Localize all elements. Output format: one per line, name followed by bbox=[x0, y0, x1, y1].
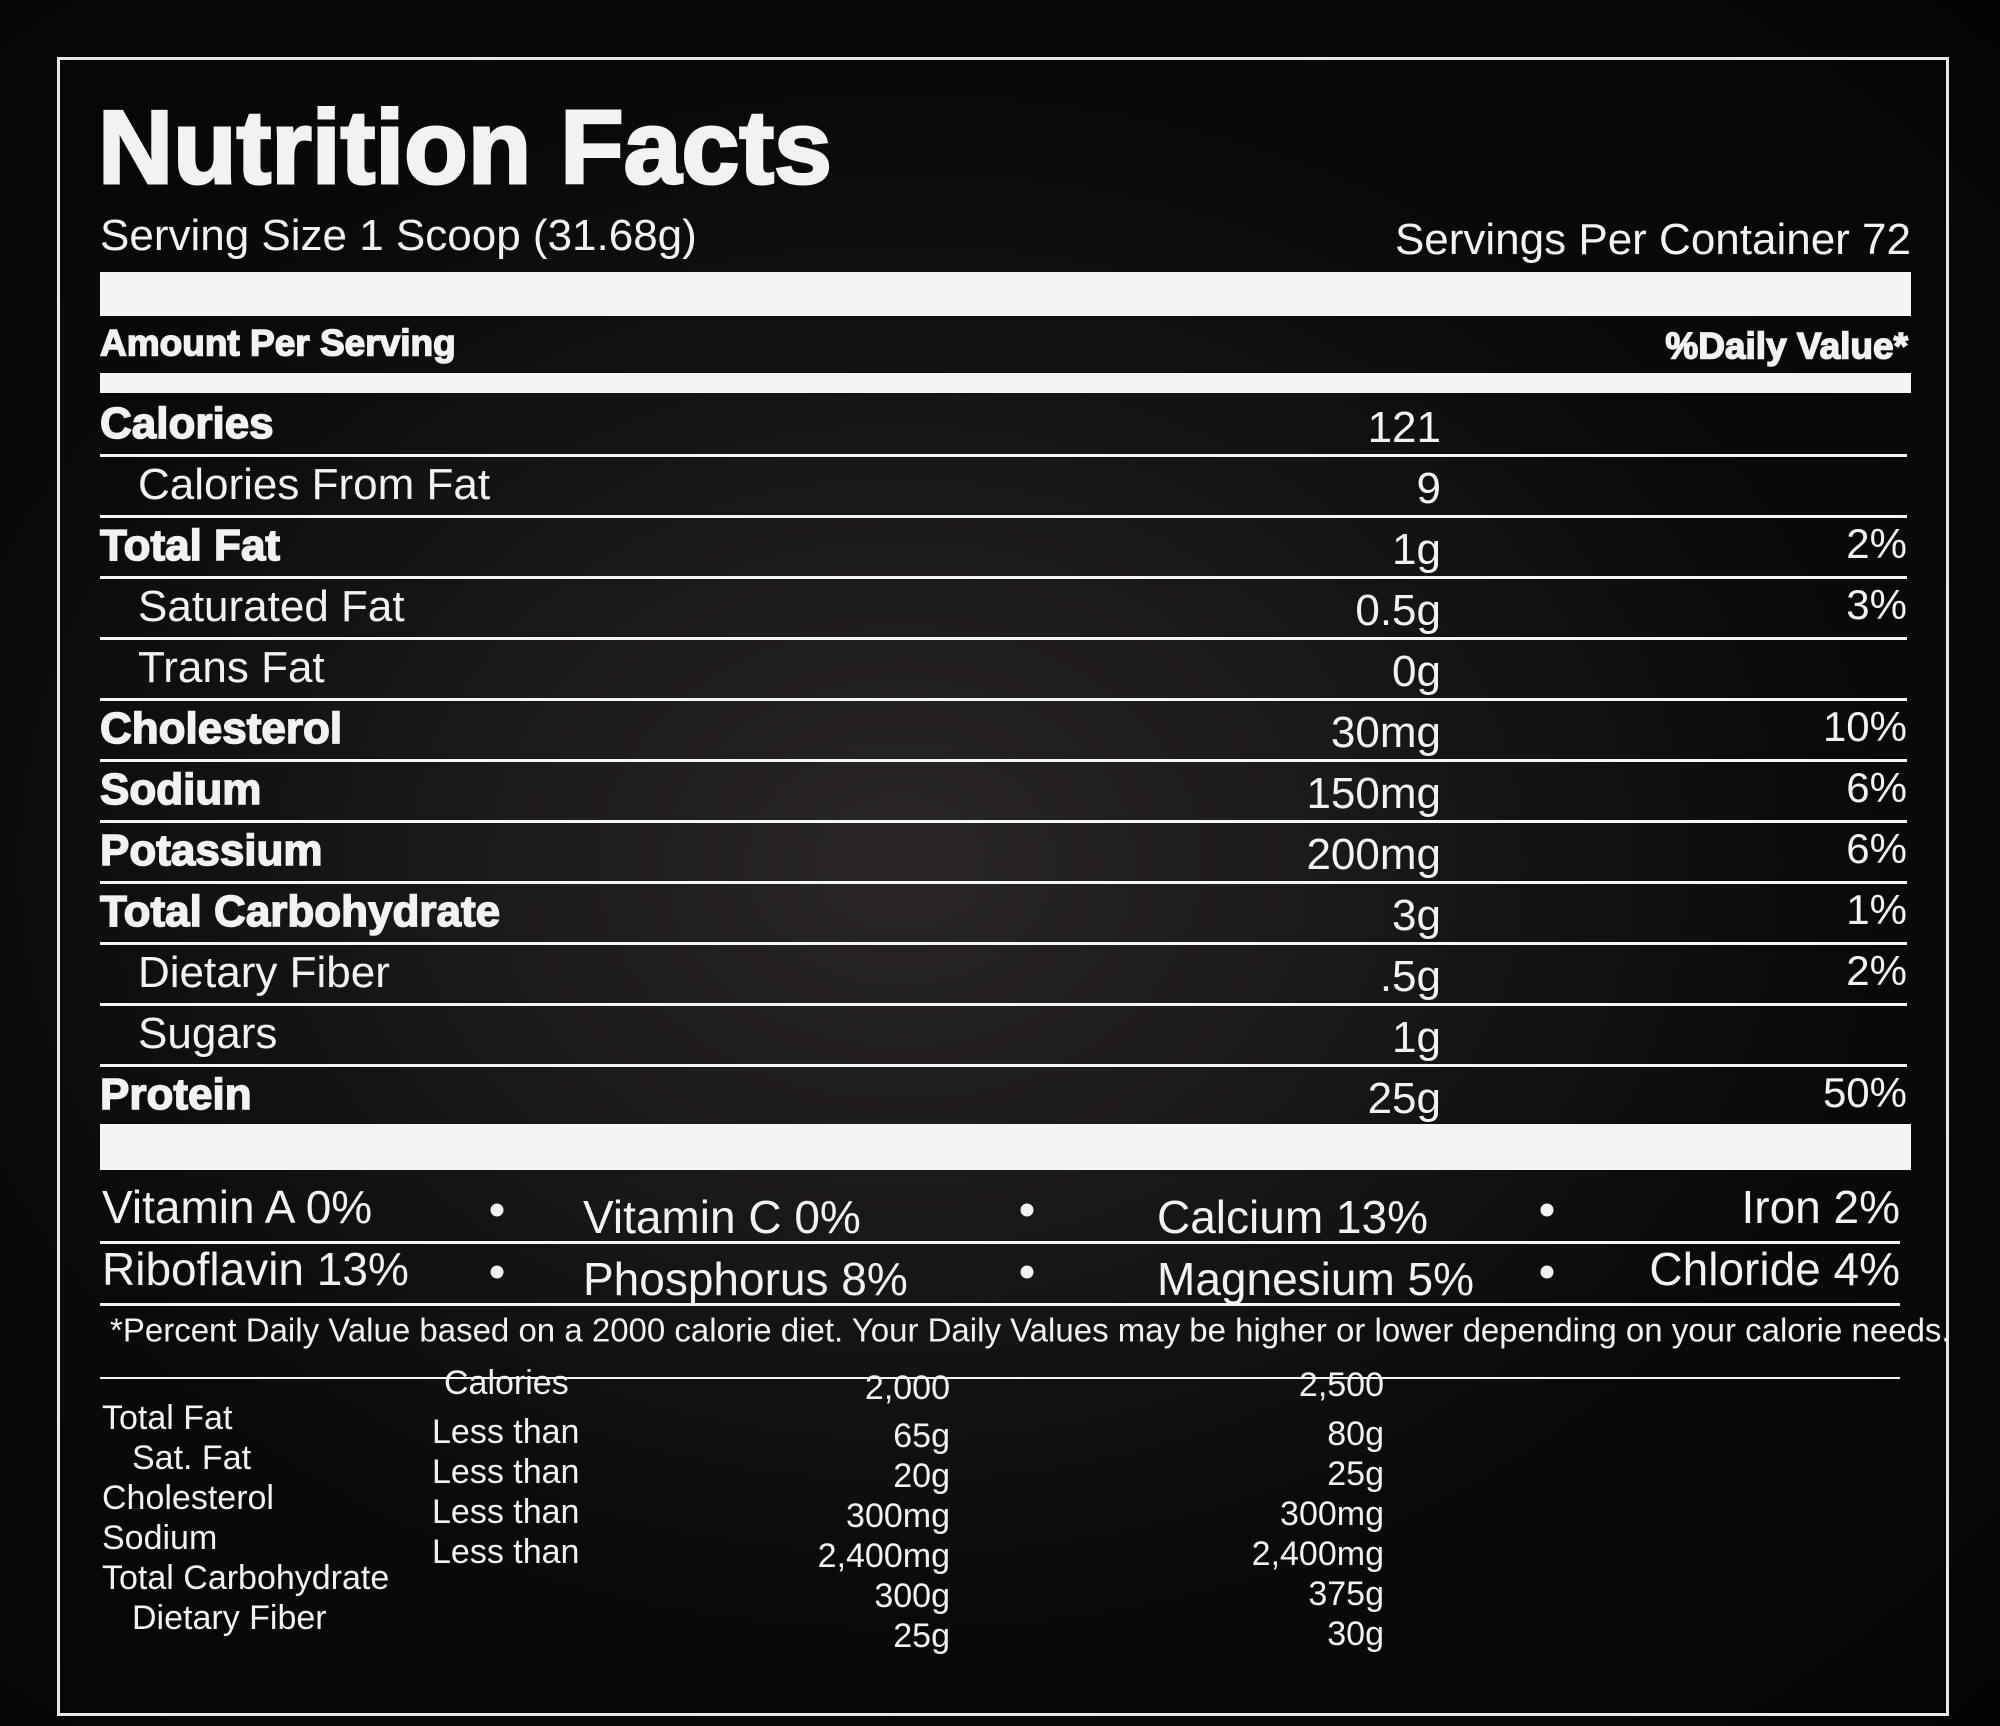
ref-limit: Less than bbox=[432, 1533, 580, 1571]
vitamin: Magnesium 5% bbox=[1157, 1253, 1475, 1305]
vitamin: Riboflavin 13% bbox=[102, 1243, 409, 1295]
ref-limit: Less than bbox=[432, 1493, 580, 1531]
vitamin: Phosphorus 8% bbox=[583, 1253, 908, 1305]
rule bbox=[100, 1377, 1900, 1379]
ref-limit: Less than bbox=[432, 1413, 580, 1451]
vitamin: Vitamin A 0% bbox=[102, 1181, 373, 1233]
bullet bbox=[1020, 1203, 1034, 1217]
nutrient-sub-label: Saturated Fat bbox=[138, 582, 405, 631]
amount: 30mg bbox=[1330, 708, 1441, 757]
bullet bbox=[1020, 1265, 1034, 1279]
daily-value: 50% bbox=[1822, 1069, 1907, 1116]
ref-2000: 20g bbox=[893, 1457, 950, 1495]
ref-2000: 65g bbox=[893, 1417, 950, 1455]
vitamin: Chloride 4% bbox=[1649, 1243, 1900, 1295]
rule bbox=[100, 515, 1907, 518]
nutrient-sub-label: Calories From Fat bbox=[138, 460, 491, 509]
vitamin: Calcium 13% bbox=[1157, 1191, 1428, 1243]
ref-label: Dietary Fiber bbox=[132, 1599, 327, 1637]
ref-2500: 25g bbox=[1327, 1455, 1384, 1493]
daily-value-header: %Daily Value* bbox=[1665, 325, 1909, 367]
rule bbox=[100, 1241, 1900, 1244]
rule bbox=[100, 1064, 1907, 1067]
ref-2500: 30g bbox=[1327, 1615, 1384, 1653]
nutrient-label: Cholesterol bbox=[99, 704, 343, 753]
rule bbox=[100, 820, 1907, 823]
daily-value: 1% bbox=[1846, 886, 1907, 933]
nutrient-label: Protein bbox=[99, 1070, 252, 1119]
nutrient-label: Total Fat bbox=[99, 521, 281, 570]
rule bbox=[100, 272, 1911, 316]
bullet bbox=[490, 1203, 504, 1217]
ref-2500: 375g bbox=[1308, 1575, 1384, 1613]
ref-label: Total Fat bbox=[102, 1399, 233, 1437]
amount: 25g bbox=[1367, 1074, 1441, 1123]
rule bbox=[100, 454, 1907, 457]
rule bbox=[100, 881, 1907, 884]
rule bbox=[100, 373, 1911, 393]
amount: .5g bbox=[1379, 952, 1441, 1001]
bullet bbox=[1540, 1265, 1554, 1279]
nutrient-label: Sodium bbox=[99, 765, 262, 814]
ref-2000: 2,400mg bbox=[817, 1537, 950, 1575]
ref-header: 2,500 bbox=[1298, 1366, 1384, 1404]
ref-2000: 300g bbox=[874, 1577, 950, 1615]
footnote: *Percent Daily Value based on a 2000 cal… bbox=[110, 1311, 1951, 1349]
ref-limit: Less than bbox=[432, 1453, 580, 1491]
vitamin: Vitamin C 0% bbox=[583, 1191, 861, 1243]
ref-header: 2,000 bbox=[864, 1369, 950, 1407]
bullet bbox=[1540, 1203, 1554, 1217]
amount: 0.5g bbox=[1355, 586, 1441, 635]
ref-2500: 2,400mg bbox=[1251, 1535, 1384, 1573]
amount: 0g bbox=[1392, 647, 1441, 696]
daily-value: 2% bbox=[1846, 947, 1907, 994]
amount: 3g bbox=[1392, 891, 1441, 940]
amount: 1g bbox=[1392, 525, 1441, 574]
rule bbox=[100, 698, 1907, 701]
ref-2000: 25g bbox=[893, 1617, 950, 1655]
ref-label: Total Carbohydrate bbox=[102, 1559, 390, 1597]
bullet bbox=[490, 1265, 504, 1279]
amount: 9 bbox=[1416, 464, 1441, 513]
nutrient-sub-label: Trans Fat bbox=[138, 643, 325, 692]
rule bbox=[100, 1003, 1907, 1006]
amount: 1g bbox=[1392, 1013, 1441, 1062]
ref-header: Calories bbox=[444, 1364, 569, 1402]
rule bbox=[100, 637, 1907, 640]
ref-label: Sodium bbox=[102, 1519, 218, 1557]
ref-label: Cholesterol bbox=[102, 1479, 274, 1517]
daily-value: 6% bbox=[1846, 825, 1907, 872]
daily-value: 3% bbox=[1846, 581, 1907, 628]
nutrient-label: Total Carbohydrate bbox=[99, 887, 501, 936]
rule bbox=[100, 1124, 1911, 1170]
daily-value: 6% bbox=[1846, 764, 1907, 811]
rule bbox=[100, 576, 1907, 579]
rule bbox=[100, 942, 1907, 945]
nutrient-sub-label: Dietary Fiber bbox=[138, 948, 390, 997]
ref-2500: 80g bbox=[1327, 1415, 1384, 1453]
rule bbox=[100, 1303, 1900, 1306]
vitamin: Iron 2% bbox=[1741, 1181, 1900, 1233]
ref-2500: 300mg bbox=[1280, 1495, 1384, 1533]
daily-value: 10% bbox=[1822, 703, 1907, 750]
amount: 121 bbox=[1367, 403, 1441, 452]
daily-value: 2% bbox=[1846, 520, 1907, 567]
amount: 200mg bbox=[1306, 830, 1441, 879]
amount: 150mg bbox=[1306, 769, 1441, 818]
amount-per-serving: Amount Per Serving bbox=[99, 322, 456, 364]
nutrient-sub-label: Sugars bbox=[138, 1009, 278, 1058]
serving-size: Serving Size 1 Scoop (31.68g) bbox=[100, 211, 697, 260]
border bbox=[57, 57, 1949, 1716]
title: Nutrition Facts bbox=[97, 90, 834, 206]
ref-2000: 300mg bbox=[846, 1497, 950, 1535]
nutrient-label: Calories bbox=[99, 399, 274, 448]
nutrient-label: Potassium bbox=[99, 826, 323, 875]
ref-label: Sat. Fat bbox=[132, 1439, 252, 1477]
rule bbox=[100, 759, 1907, 762]
servings-per-container: Servings Per Container 72 bbox=[1394, 215, 1911, 264]
